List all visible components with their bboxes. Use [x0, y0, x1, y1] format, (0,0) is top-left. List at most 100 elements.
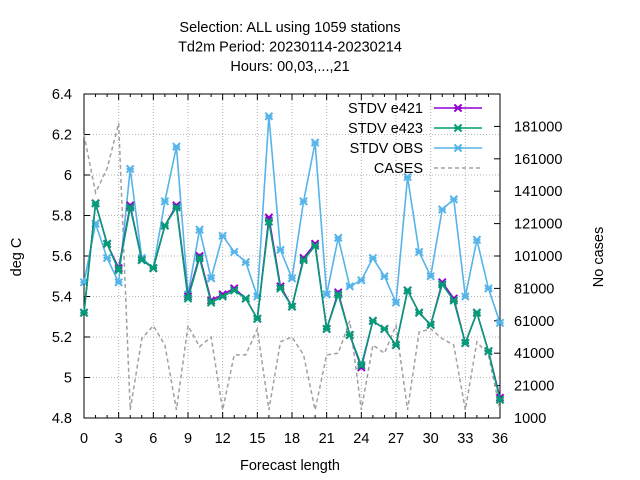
x-tick-label: 24: [353, 431, 369, 447]
data-point: [299, 197, 308, 206]
data-point: [461, 292, 470, 301]
data-point: [472, 235, 482, 245]
y-tick-label: 5.4: [52, 290, 72, 306]
x-tick-label: 21: [319, 431, 335, 447]
data-point: [229, 247, 239, 257]
data-point: [195, 225, 204, 234]
data-point: [79, 308, 89, 318]
data-point: [172, 203, 181, 212]
data-point: [206, 273, 216, 283]
data-point: [195, 253, 204, 263]
data-point: [333, 233, 343, 243]
data-point: [449, 194, 459, 204]
data-point: [160, 197, 170, 206]
y-tick-label: 5.6: [52, 249, 72, 265]
data-point: [495, 318, 505, 328]
legend-label: STDV e421: [348, 101, 423, 117]
data-point: [357, 275, 366, 285]
data-point: [484, 284, 493, 293]
y2-tick-label: 21000: [514, 379, 554, 395]
legend-marker: [453, 103, 463, 113]
data-point: [391, 298, 401, 307]
y-tick-label: 6: [64, 168, 72, 184]
data-point: [449, 296, 459, 305]
x-tick-label: 18: [284, 431, 300, 447]
data-point: [102, 253, 112, 263]
plot-frame: [83, 93, 501, 419]
data-point: [495, 395, 505, 405]
y2-tick-label: 101000: [514, 249, 562, 265]
x-tick-label: 12: [215, 431, 231, 447]
x-tick-label: 27: [388, 431, 404, 447]
y2-tick-label: 61000: [514, 314, 554, 330]
data-point: [357, 361, 366, 370]
data-point: [310, 241, 320, 251]
data-point: [345, 330, 355, 340]
data-point: [91, 199, 100, 208]
x-tick-label: 36: [492, 431, 508, 447]
data-point: [218, 292, 227, 301]
data-point: [322, 324, 331, 334]
data-point: [206, 298, 216, 307]
y-tick-label: 4.8: [52, 411, 72, 427]
data-point: [137, 255, 147, 265]
x-tick-label: 15: [249, 431, 265, 447]
grid: [83, 93, 501, 419]
x-tick-label: 9: [184, 431, 192, 447]
x-tick-label: 6: [149, 431, 157, 447]
chart-title: Selection: ALL using 1059 stations Td2m P…: [178, 20, 402, 75]
data-point: [414, 308, 424, 318]
data-point: [368, 316, 378, 326]
data-point: [287, 302, 297, 311]
data-point: [183, 294, 193, 303]
data-point: [264, 217, 274, 226]
data-point: [241, 294, 251, 303]
title-line-1: Selection: ALL using 1059 stations: [179, 20, 400, 36]
data-point: [264, 111, 274, 121]
legend-label: CASES: [374, 161, 423, 177]
series-line-cases: [83, 122, 501, 411]
data-point: [426, 271, 435, 281]
data-point: [426, 320, 435, 330]
data-point: [114, 265, 123, 275]
data-point: [391, 340, 401, 350]
y2-tick-label: 1000: [514, 411, 546, 427]
data-point: [461, 338, 470, 348]
legend-label: STDV OBS: [350, 141, 423, 157]
data-point: [241, 257, 251, 267]
data-point: [172, 142, 181, 151]
x-tick-label: 33: [457, 431, 473, 447]
data-point: [322, 290, 331, 299]
data-point: [114, 278, 123, 287]
data-point: [125, 164, 135, 174]
legend-label: STDV e423: [348, 121, 423, 137]
legend-marker: [453, 123, 463, 133]
data-point: [484, 346, 493, 356]
title-line-3: Hours: 00,03,...,21: [230, 59, 349, 75]
title-line-2: Td2m Period: 20230114-20230214: [178, 40, 402, 56]
y-tick-label: 5: [64, 371, 72, 387]
y2-tick-label: 81000: [514, 281, 554, 297]
data-point: [160, 221, 170, 230]
data-point: [299, 255, 308, 265]
y-tick-label: 5.8: [52, 209, 72, 225]
data-point: [229, 286, 239, 295]
data-point: [403, 286, 412, 295]
data-point: [125, 203, 135, 212]
data-point: [310, 138, 320, 147]
y-tick-label: 6.2: [52, 128, 72, 144]
x-tick-label: 3: [115, 431, 123, 447]
data-point: [149, 263, 158, 273]
data-point: [102, 239, 112, 249]
data-point: [380, 271, 389, 281]
y2-axis-label: No cases: [591, 227, 607, 287]
data-point: [472, 308, 482, 318]
data-point: [276, 245, 285, 255]
data-point: [380, 324, 389, 334]
legend: STDV e421 STDV e423 STDV OBS CASES: [348, 101, 482, 177]
data-point: [414, 247, 424, 257]
y2-tick-label: 41000: [514, 346, 554, 362]
data-point: [345, 282, 355, 291]
data-point: [437, 205, 447, 214]
